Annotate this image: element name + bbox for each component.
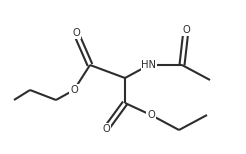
Text: O: O (72, 28, 80, 38)
Text: O: O (102, 124, 110, 134)
Text: O: O (70, 85, 78, 95)
Text: O: O (147, 110, 155, 120)
Text: HN: HN (141, 60, 156, 70)
Text: O: O (182, 25, 190, 35)
